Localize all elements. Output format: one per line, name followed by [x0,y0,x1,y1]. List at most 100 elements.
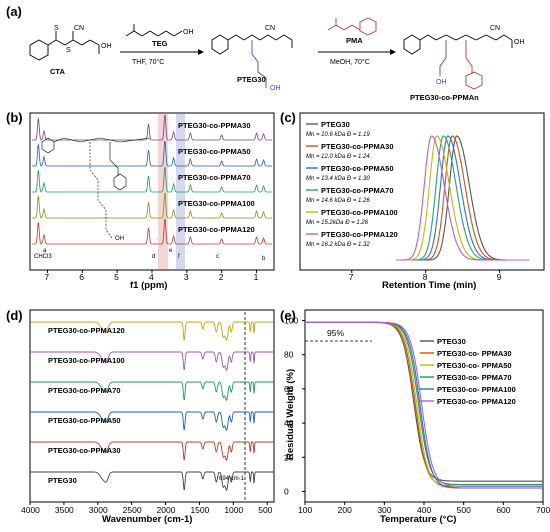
gpc-legend-name: PTEG30-co-PPMA100 [321,208,398,217]
nmr-trace [32,193,272,219]
nmr-trace-label: PTEG30-co-PPMA30 [178,121,251,130]
cta-s2-label: S [66,47,71,54]
gpc-curve [396,135,530,261]
reaction-arrow-1-head [198,49,204,55]
panel-label-d: (d) [6,308,23,323]
ftir-trace-label: PTEG30-co-PPMA120 [48,326,125,335]
ftir-trace-label: PTEG30-co-PPMA100 [48,356,125,365]
pma-structure [327,17,377,36]
nmr-tick-label: 1 [254,272,259,282]
gpc-legend-info: Mn = 14.6 kDa Đ = 1.26 [306,198,370,204]
gpc-legend-info: Mn = 15.2kDa Đ = 1.26 [306,220,369,226]
ftir-tick-label: 1000 [224,505,243,515]
ftir-tick-label: 2000 [157,505,176,515]
nmr-inset-oh: OH [115,236,124,242]
gpc-legend-info: Mn = 16.2 kDa Đ = 1.32 [306,242,370,248]
panel-label-b: (b) [6,110,23,125]
product-oh-label: OH [514,39,525,46]
ftir-traces: PTEG30-co-PPMA120 PTEG30-co-PPMA100 PTEG30… [30,321,274,491]
pteg-oh-label: OH [270,85,281,92]
gpc-legend-info: Mn = 10.6 kDa Đ = 1.19 [306,132,370,138]
ftir-trace [30,381,274,401]
tga-xtick-label: 200 [338,505,352,515]
nmr-trace-label: PTEG30-co-PPMA50 [178,147,251,156]
tga-ytick-label: 60 [284,384,294,394]
gpc-ticks: 7 8 9 [349,270,502,282]
tga-legend-label: PTEG30-co- PPMA30 [437,349,512,358]
panel-b-nmr: (b) PTEG30-co-PPMA30PTEG30-co-PPMA50PTEG… [6,110,275,291]
tga-ytick-label: 80 [284,350,294,360]
ftir-annotation: 694 cm-1 [219,476,245,482]
ftir-frame [29,309,275,503]
ftir-tick-label: 3500 [55,505,74,515]
ftir-xlabel: Wavenumber (cm-1) [102,514,192,525]
tga-xtick-label: 100 [298,505,312,515]
tga-ytick-label: 20 [284,452,294,462]
teg-oh-label: OH [183,29,194,36]
gpc-legend-info: Mn = 12.0 kDa Đ = 1.24 [306,154,370,160]
teg-reagent-label: TEG [152,39,168,48]
tga-legend-label: PTEG30-co- PPMA120 [437,397,516,406]
reaction-arrow-2-head [390,49,396,55]
tga-xtick-label: 300 [377,505,391,515]
pteg-structure [211,34,293,88]
nmr-peak-e: e [169,248,173,254]
nmr-tick-label: 5 [114,272,119,282]
product-label: PTEG30-co-PPMAn [410,93,479,102]
panel-c-gpc: (c) PTEG30 Mn = 10.6 kDa Đ = 1.19 PTEG30-c… [280,110,545,291]
nmr-trace-label: PTEG30-co-PPMA70 [178,173,251,182]
teg-structure [125,24,183,37]
panel-label-e: (e) [280,308,296,323]
nmr-tick-label: 6 [79,272,84,282]
product-ho-label: OH [436,79,447,86]
ftir-trace [30,321,274,341]
panel-a-scheme: (a) S S CN OH CTA [6,4,525,102]
nmr-peak-b: b [262,256,266,262]
cta-structure [29,31,100,61]
nmr-peak-d: d [152,254,155,260]
tga-ytick-label: 100 [284,316,298,326]
nmr-trace [32,219,272,245]
gpc-frame [299,112,545,271]
nmr-peak-c: c [216,254,219,260]
tga-legend-label: PTEG30-co- PPMA70 [437,373,512,382]
nmr-ticks: 7 6 5 4 3 2 1 [44,270,259,282]
gpc-legend-name: PTEG30-co-PPMA70 [321,186,394,195]
tga-xlabel: Temperature (°C) [380,514,456,525]
gpc-tick-label: 7 [349,272,354,282]
tga-xtick-label: 500 [457,505,471,515]
panel-d-ftir: (d) PTEG30-co-PPMA120PTEG30-co-PPMA100PT… [6,308,275,525]
gpc-legend: PTEG30 Mn = 10.6 kDa Đ = 1.19 PTEG30-co-PP… [306,120,398,248]
tga-curves [305,321,543,489]
nmr-trace [32,141,272,167]
gpc-tick-label: 9 [497,272,502,282]
ftir-trace-label: PTEG30-co-PPMA70 [48,386,121,395]
product-structure [403,34,513,90]
tga-annotation: 95% [327,328,344,338]
ftir-tick-label: 4000 [21,505,40,515]
nmr-peak-chcl3: CHCl3 [34,254,52,260]
tga-ytick-label: 0 [284,486,289,496]
ftir-trace [30,471,274,491]
ftir-trace [30,411,274,431]
ftir-trace-label: PTEG30-co-PPMA30 [48,446,121,455]
nmr-peak-f: f [178,254,180,260]
ftir-ticks: 4000 3500 3000 2500 2000 1500 1000 500 [21,502,273,515]
tga-ytick-label: 40 [284,418,294,428]
nmr-tick-label: 7 [44,272,49,282]
tga-legend-label: PTEG30-co- PPMA100 [437,385,516,394]
pma-reagent-label: PMA [346,36,363,45]
cta-oh-label: OH [101,43,112,50]
nmr-xlabel: f1 (ppm) [130,280,167,291]
tga-xtick-label: 600 [496,505,510,515]
gpc-legend-name: PTEG30-co-PPMA30 [321,142,394,151]
step2-conditions: MeOH, 70°C [330,58,370,66]
tga-frame [304,309,544,503]
ftir-trace-label: PTEG30-co-PPMA50 [48,416,121,425]
ftir-tick-label: 1500 [190,505,209,515]
tga-ylabel: Residual Weight (%) [285,369,296,460]
nmr-traces: PTEG30-co-PPMA30 PTEG30-co-PPMA50 PTEG30-c… [32,115,272,245]
ftir-trace-label: PTEG30 [48,476,77,485]
